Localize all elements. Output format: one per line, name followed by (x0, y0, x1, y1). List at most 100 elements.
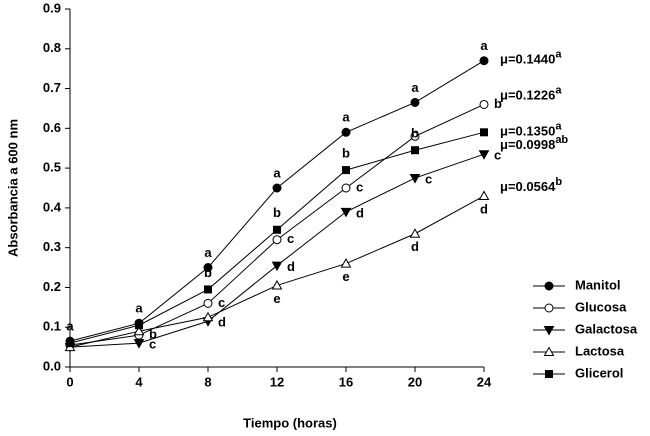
marker (66, 339, 74, 348)
growth-rate: μ=0.0998ab (500, 134, 568, 153)
marker (480, 128, 488, 137)
y-tick-label: 0.2 (43, 279, 61, 294)
growth-rate: μ=0.1440a (500, 49, 562, 68)
significance-letter: c (356, 179, 363, 194)
marker (203, 263, 213, 273)
marker (479, 56, 489, 66)
growth-rate-group: ab (555, 134, 568, 146)
significance-letter: a (411, 80, 419, 95)
significance-letter: a (135, 301, 143, 316)
growth-rate: μ=0.1350a (500, 120, 562, 139)
significance-letter: d (480, 201, 488, 216)
marker (273, 225, 281, 234)
marker (341, 127, 351, 137)
significance-letter: a (480, 38, 488, 53)
significance-letter: c (287, 231, 294, 246)
y-tick-label: 0.5 (43, 160, 61, 175)
significance-letter: c (494, 148, 501, 163)
legend-label: Lactosa (575, 343, 625, 358)
marker (478, 150, 490, 160)
marker (543, 326, 555, 336)
marker (202, 311, 214, 322)
marker (272, 235, 282, 245)
growth-rate-value: μ=0.1226 (500, 88, 555, 103)
significance-letter: d (411, 239, 419, 254)
growth-rate-group: a (555, 49, 562, 61)
significance-letter: a (204, 245, 212, 260)
significance-letter: c (149, 337, 156, 352)
significance-letter: d (356, 205, 364, 220)
growth-rate: μ=0.1226a (500, 84, 562, 103)
growth-rate-value: μ=0.0998 (500, 138, 555, 153)
y-tick-label: 0.8 (43, 40, 61, 55)
y-tick-label: 0.7 (43, 80, 61, 95)
significance-letter: b (204, 265, 212, 280)
marker (340, 207, 352, 218)
legend-label: Glicerol (575, 365, 623, 380)
marker (409, 228, 421, 238)
growth-rate-group: a (555, 84, 562, 96)
growth-rate-group: b (555, 176, 562, 188)
x-tick-label: 24 (477, 374, 492, 389)
marker (271, 279, 283, 290)
marker (410, 131, 420, 141)
growth-rate: μ=0.0564b (500, 176, 562, 195)
marker (133, 325, 145, 336)
significance-letter: b (342, 146, 350, 161)
marker (410, 97, 420, 107)
y-axis-label: Absorbancia a 600 nm (5, 119, 20, 257)
significance-letter: b (149, 327, 157, 342)
growth-rate-value: μ=0.0564 (500, 179, 556, 194)
legend-label: Galactosa (575, 321, 638, 336)
y-tick-label: 0.3 (43, 239, 61, 254)
significance-letter: c (218, 295, 225, 310)
significance-letter: a (66, 319, 74, 334)
marker (544, 303, 554, 313)
marker (545, 370, 553, 378)
significance-letter: c (425, 171, 432, 186)
marker (341, 183, 351, 193)
series-line (69, 104, 485, 346)
y-tick-label: 0.0 (43, 358, 61, 373)
marker (478, 190, 490, 200)
marker (411, 146, 419, 155)
marker (479, 99, 489, 109)
significance-letter: a (273, 165, 281, 180)
significance-letter: b (411, 126, 419, 141)
marker (271, 261, 283, 272)
marker (133, 339, 145, 349)
legend-label: Manitol (575, 277, 621, 292)
marker (135, 321, 143, 330)
growth-rate-value: μ=0.1350 (500, 124, 555, 139)
marker (544, 281, 554, 291)
marker (409, 174, 421, 184)
significance-letter: e (273, 291, 280, 306)
significance-letter: e (342, 269, 349, 284)
y-tick-label: 0.1 (43, 319, 61, 334)
y-tick-label: 0.9 (43, 0, 61, 15)
significance-letter: b (273, 205, 281, 220)
x-tick-label: 20 (408, 374, 422, 389)
x-axis-label: Tiempo (horas) (243, 415, 337, 430)
marker (272, 183, 282, 193)
x-tick-label: 8 (204, 374, 211, 389)
marker (543, 346, 555, 356)
significance-letter: a (342, 110, 350, 125)
marker (203, 298, 213, 308)
legend-label: Glucosa (575, 299, 627, 314)
series-line (69, 153, 485, 348)
marker (204, 285, 212, 294)
marker (340, 258, 352, 268)
significance-letter: d (287, 259, 295, 274)
y-tick-label: 0.4 (43, 199, 62, 214)
x-tick-label: 12 (270, 374, 284, 389)
growth-rate-group: a (555, 120, 562, 132)
y-tick-label: 0.6 (43, 120, 61, 135)
marker (342, 166, 350, 175)
x-tick-label: 4 (135, 374, 143, 389)
significance-letter: b (494, 96, 502, 111)
x-tick-label: 0 (66, 374, 73, 389)
x-tick-label: 16 (339, 374, 353, 389)
growth-rate-value: μ=0.1440 (500, 52, 555, 67)
